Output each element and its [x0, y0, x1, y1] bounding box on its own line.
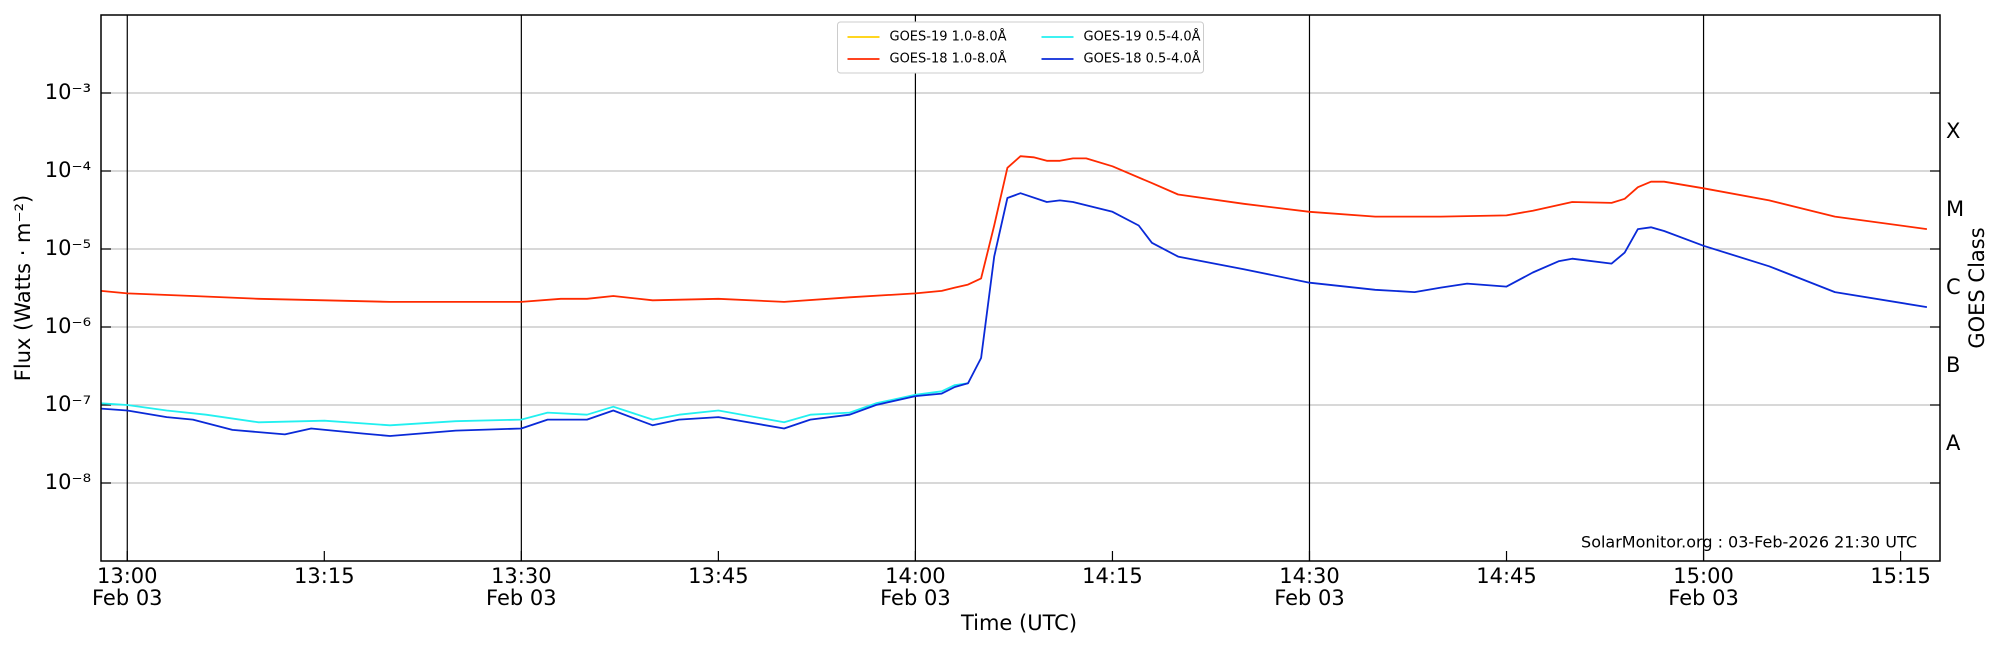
- x-tick-label: 14:00: [885, 564, 946, 588]
- x-tick-label: 14:45: [1476, 564, 1537, 588]
- annotation: SolarMonitor.org : 03-Feb-2026 21:30 UTC: [1581, 533, 1917, 552]
- y-tick-label: 10⁻³: [45, 80, 91, 104]
- x-tick-label: 15:00: [1673, 564, 1734, 588]
- x-tick-sublabel: Feb 03: [1274, 586, 1345, 610]
- y-tick-label: 10⁻⁴: [45, 158, 91, 182]
- x-tick-label: 13:15: [294, 564, 355, 588]
- x-tick-label: 13:30: [491, 564, 552, 588]
- x-tick-sublabel: Feb 03: [880, 586, 951, 610]
- x-tick-label: 15:15: [1870, 564, 1931, 588]
- legend-label: GOES-19 0.5-4.0Å: [1084, 29, 1201, 45]
- legend-label: GOES-19 1.0-8.0Å: [890, 29, 1007, 45]
- x-tick-sublabel: Feb 03: [486, 586, 557, 610]
- series-line: [100, 192, 1928, 437]
- y2-label: X: [1946, 119, 1960, 143]
- plot-frame: [100, 14, 1941, 562]
- x-tick-sublabel: Feb 03: [1668, 586, 1739, 610]
- series-line: [100, 155, 1928, 303]
- series-line: [100, 382, 969, 427]
- x-tick-label: 14:15: [1082, 564, 1143, 588]
- legend-label: GOES-18 0.5-4.0Å: [1084, 51, 1201, 67]
- y2-label: M: [1946, 197, 1964, 221]
- y2-label: C: [1946, 275, 1961, 299]
- y-axis-label: Flux (Watts · m⁻²): [11, 195, 35, 381]
- legend-label: GOES-18 1.0-8.0Å: [890, 51, 1007, 67]
- x-axis-label: Time (UTC): [960, 611, 1077, 635]
- x-tick-sublabel: Feb 03: [92, 586, 163, 610]
- y2-axis-label: GOES Class: [1965, 227, 1989, 348]
- y2-label: B: [1946, 353, 1960, 377]
- y-tick-label: 10⁻⁷: [45, 392, 91, 416]
- y2-label: A: [1946, 431, 1961, 455]
- x-tick-label: 13:00: [97, 564, 158, 588]
- x-tick-label: 14:30: [1279, 564, 1340, 588]
- legend: GOES-19 1.0-8.0Å GOES-18 1.0-8.0Å GOES-19 …: [837, 21, 1204, 74]
- legend-box: [837, 21, 1204, 74]
- x-tick-label: 13:45: [688, 564, 749, 588]
- y-tick-label: 10⁻⁸: [45, 470, 91, 494]
- y-tick-label: 10⁻⁵: [45, 236, 91, 260]
- y-tick-label: 10⁻⁶: [45, 314, 91, 338]
